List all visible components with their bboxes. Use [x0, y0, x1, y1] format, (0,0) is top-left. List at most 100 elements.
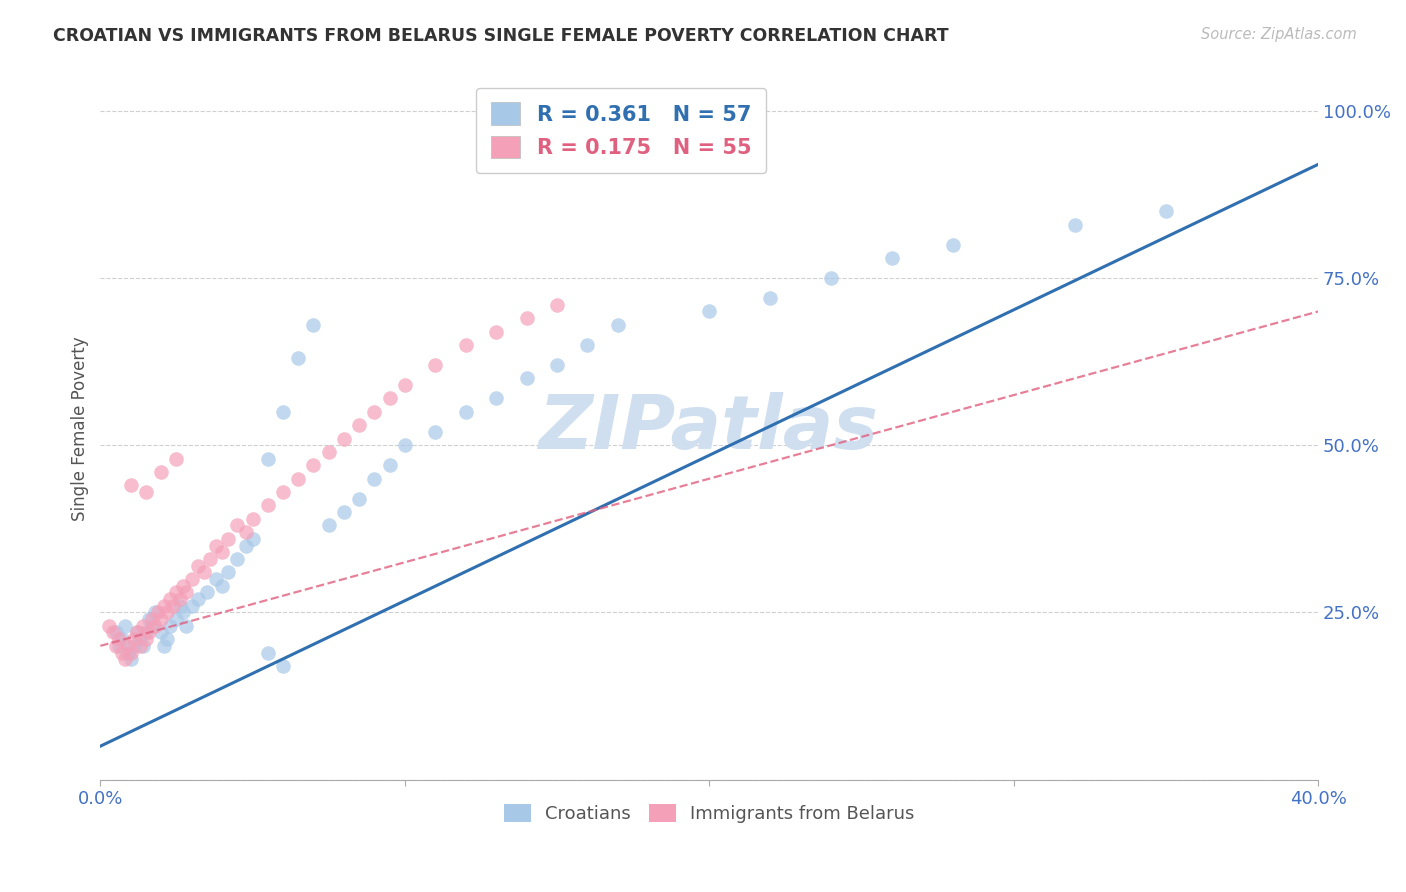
Point	[302, 318, 325, 332]
Point	[117, 639, 139, 653]
Point	[516, 311, 538, 326]
Point	[129, 639, 152, 653]
Point	[193, 566, 215, 580]
Point	[394, 378, 416, 392]
Point	[205, 572, 228, 586]
Point	[1154, 204, 1177, 219]
Point	[150, 612, 173, 626]
Point	[211, 579, 233, 593]
Point	[394, 438, 416, 452]
Point	[166, 612, 188, 626]
Point	[485, 392, 508, 406]
Point	[111, 632, 134, 647]
Point	[153, 599, 176, 613]
Point	[180, 599, 202, 613]
Point	[125, 625, 148, 640]
Point	[347, 418, 370, 433]
Point	[820, 271, 842, 285]
Point	[256, 451, 278, 466]
Point	[302, 458, 325, 473]
Point	[156, 606, 179, 620]
Point	[107, 639, 129, 653]
Point	[172, 579, 194, 593]
Point	[880, 251, 903, 265]
Point	[378, 392, 401, 406]
Point	[333, 505, 356, 519]
Point	[256, 499, 278, 513]
Point	[132, 619, 155, 633]
Point	[120, 646, 142, 660]
Text: ZIPatlas: ZIPatlas	[540, 392, 879, 465]
Point	[166, 585, 188, 599]
Point	[235, 539, 257, 553]
Text: Source: ZipAtlas.com: Source: ZipAtlas.com	[1201, 27, 1357, 42]
Y-axis label: Single Female Poverty: Single Female Poverty	[72, 336, 89, 521]
Point	[271, 405, 294, 419]
Point	[187, 592, 209, 607]
Point	[148, 606, 170, 620]
Point	[101, 625, 124, 640]
Point	[242, 532, 264, 546]
Point	[143, 619, 166, 633]
Point	[122, 639, 145, 653]
Point	[546, 298, 568, 312]
Legend: Croatians, Immigrants from Belarus: Croatians, Immigrants from Belarus	[492, 793, 925, 834]
Point	[162, 599, 184, 613]
Point	[150, 625, 173, 640]
Point	[271, 485, 294, 500]
Point	[153, 639, 176, 653]
Point	[195, 585, 218, 599]
Point	[576, 338, 599, 352]
Point	[217, 532, 239, 546]
Point	[363, 472, 385, 486]
Point	[135, 632, 157, 647]
Point	[333, 432, 356, 446]
Point	[138, 625, 160, 640]
Point	[318, 445, 340, 459]
Point	[111, 646, 134, 660]
Point	[104, 639, 127, 653]
Point	[174, 585, 197, 599]
Point	[546, 358, 568, 372]
Point	[138, 612, 160, 626]
Point	[485, 325, 508, 339]
Point	[318, 518, 340, 533]
Point	[180, 572, 202, 586]
Point	[122, 632, 145, 647]
Point	[271, 659, 294, 673]
Point	[143, 606, 166, 620]
Point	[205, 539, 228, 553]
Point	[606, 318, 628, 332]
Point	[156, 632, 179, 647]
Point	[347, 491, 370, 506]
Point	[217, 566, 239, 580]
Point	[942, 237, 965, 252]
Point	[117, 646, 139, 660]
Point	[98, 619, 121, 633]
Point	[125, 625, 148, 640]
Point	[169, 592, 191, 607]
Point	[104, 625, 127, 640]
Point	[166, 451, 188, 466]
Point	[1063, 218, 1085, 232]
Point	[187, 558, 209, 573]
Point	[114, 652, 136, 666]
Point	[454, 338, 477, 352]
Point	[172, 606, 194, 620]
Point	[114, 619, 136, 633]
Point	[287, 472, 309, 486]
Point	[174, 619, 197, 633]
Point	[454, 405, 477, 419]
Point	[129, 632, 152, 647]
Point	[141, 612, 163, 626]
Point	[425, 425, 447, 439]
Point	[226, 552, 249, 566]
Point	[378, 458, 401, 473]
Point	[150, 465, 173, 479]
Point	[159, 619, 181, 633]
Point	[287, 351, 309, 366]
Text: CROATIAN VS IMMIGRANTS FROM BELARUS SINGLE FEMALE POVERTY CORRELATION CHART: CROATIAN VS IMMIGRANTS FROM BELARUS SING…	[53, 27, 949, 45]
Point	[235, 525, 257, 540]
Point	[120, 478, 142, 492]
Point	[363, 405, 385, 419]
